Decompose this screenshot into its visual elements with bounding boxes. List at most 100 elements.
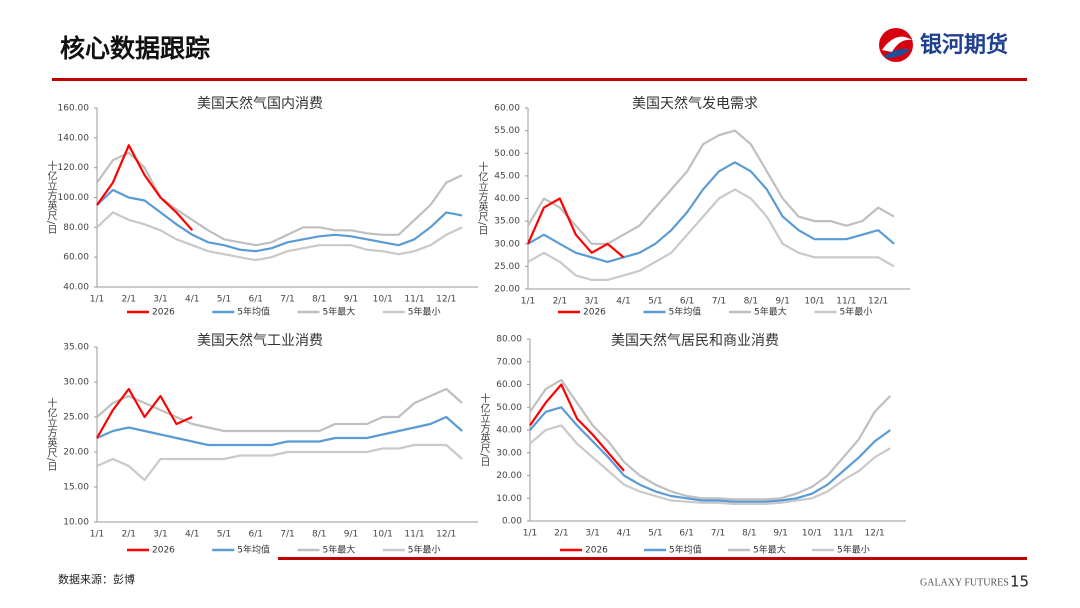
- x-tick-label: 8/1: [312, 295, 326, 305]
- x-tick-label: 9/1: [773, 529, 787, 539]
- chart-title: 美国天然气国内消费: [197, 95, 323, 112]
- series-line: [96, 151, 463, 247]
- y-tick-label: 120.00: [58, 163, 90, 173]
- x-tick-label: 3/1: [153, 295, 167, 305]
- y-tick-label: 55.00: [494, 126, 520, 136]
- source-note: 数据来源：彭博: [58, 572, 135, 586]
- legend-label: 5年最小: [840, 306, 873, 318]
- series-line: [527, 129, 895, 245]
- x-tick-label: 7/1: [711, 529, 725, 539]
- x-tick-label: 6/1: [680, 297, 694, 307]
- y-tick-label: 45.00: [494, 171, 520, 181]
- series-line: [96, 415, 463, 447]
- page-number: 15: [1010, 573, 1029, 591]
- legend-label: 2026: [585, 546, 608, 556]
- y-tick-label: 80.00: [63, 223, 89, 233]
- x-tick-label: 3/1: [153, 530, 167, 540]
- x-tick-label: 9/1: [344, 295, 358, 305]
- x-tick-label: 2/1: [553, 297, 567, 307]
- x-tick-label: 10/1: [802, 529, 822, 539]
- y-tick-label: 20.00: [63, 448, 89, 458]
- x-tick-label: 11/1: [836, 297, 856, 307]
- y-tick-label: 140.00: [58, 133, 90, 143]
- y-axis-label: 十亿立方英尺/日: [45, 397, 57, 472]
- chart-title: 美国天然气发电需求: [632, 95, 758, 112]
- x-tick-label: 5/1: [648, 529, 662, 539]
- x-tick-label: 2/1: [554, 529, 568, 539]
- series-line: [529, 406, 891, 503]
- y-tick-label: 40.00: [63, 283, 89, 293]
- x-tick-label: 5/1: [217, 530, 231, 540]
- y-tick-label: 25.00: [494, 262, 520, 272]
- x-tick-label: 1/1: [523, 529, 537, 539]
- legend-label: 5年最小: [837, 544, 870, 556]
- x-tick-label: 10/1: [804, 297, 824, 307]
- legend-label: 5年最小: [408, 544, 441, 556]
- logo-text: 银河期货: [920, 32, 1008, 58]
- x-tick-label: 1/1: [521, 297, 535, 307]
- legend-label: 5年最大: [753, 544, 786, 556]
- x-tick-label: 2/1: [122, 530, 136, 540]
- legend-label: 5年最小: [408, 306, 441, 318]
- x-tick-label: 11/1: [404, 295, 424, 305]
- legend-label: 5年均值: [237, 306, 270, 318]
- x-tick-label: 11/1: [404, 530, 424, 540]
- x-tick-label: 5/1: [648, 297, 662, 307]
- series-line: [96, 387, 463, 433]
- y-tick-label: 60.00: [63, 253, 89, 263]
- series-line: [96, 387, 193, 439]
- y-tick-label: 70.00: [496, 357, 522, 367]
- y-tick-label: 0.00: [502, 517, 522, 527]
- y-tick-label: 30.00: [496, 448, 522, 458]
- y-tick-label: 80.00: [496, 335, 522, 345]
- series-line: [529, 383, 625, 472]
- y-tick-label: 35.00: [494, 217, 520, 227]
- legend-label: 5年最大: [754, 306, 787, 318]
- x-tick-label: 12/1: [868, 297, 888, 307]
- legend-label: 2026: [152, 308, 175, 318]
- legend-label: 5年最大: [323, 306, 356, 318]
- x-tick-label: 7/1: [280, 530, 294, 540]
- y-tick-label: 60.00: [496, 380, 522, 390]
- x-tick-label: 3/1: [584, 297, 598, 307]
- y-axis-label: 十亿立方英尺/日: [476, 161, 488, 236]
- x-tick-label: 11/1: [833, 529, 853, 539]
- y-tick-label: 20.00: [496, 471, 522, 481]
- legend-label: 5年均值: [669, 306, 702, 318]
- header-rule: [52, 78, 1027, 81]
- x-tick-label: 6/1: [249, 295, 263, 305]
- series-line: [96, 188, 463, 253]
- x-tick-label: 6/1: [249, 530, 263, 540]
- x-tick-label: 4/1: [617, 529, 631, 539]
- footer-rule: [278, 557, 1027, 560]
- x-tick-label: 5/1: [217, 295, 231, 305]
- y-tick-label: 25.00: [63, 413, 89, 423]
- x-tick-label: 2/1: [122, 295, 136, 305]
- series-line: [96, 211, 463, 262]
- chart-title: 美国天然气工业消费: [197, 332, 323, 349]
- series-line: [527, 161, 895, 263]
- y-tick-label: 60.00: [494, 104, 520, 114]
- legend-label: 5年均值: [237, 544, 270, 556]
- y-tick-label: 40.00: [496, 426, 522, 436]
- x-tick-label: 9/1: [775, 297, 789, 307]
- y-tick-label: 40.00: [494, 194, 520, 204]
- x-tick-label: 4/1: [185, 530, 199, 540]
- legend-label: 5年均值: [669, 544, 702, 556]
- y-tick-label: 30.00: [63, 378, 89, 388]
- x-tick-label: 9/1: [344, 530, 358, 540]
- y-tick-label: 20.00: [494, 285, 520, 295]
- brand-text: GALAXY FUTURES: [920, 577, 1009, 588]
- series-line: [527, 188, 895, 281]
- x-tick-label: 12/1: [865, 529, 885, 539]
- series-line: [526, 197, 625, 259]
- logo-icon: [879, 28, 913, 62]
- x-tick-label: 4/1: [616, 297, 630, 307]
- y-tick-label: 35.00: [63, 343, 89, 353]
- x-tick-label: 10/1: [373, 530, 393, 540]
- legend-label: 5年最大: [323, 544, 356, 556]
- y-axis-label: 十亿立方英尺/日: [45, 160, 57, 235]
- series-line: [96, 443, 463, 482]
